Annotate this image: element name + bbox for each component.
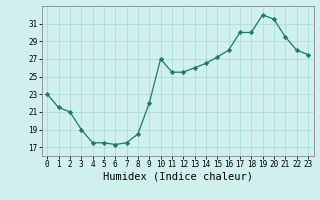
X-axis label: Humidex (Indice chaleur): Humidex (Indice chaleur): [103, 172, 252, 182]
